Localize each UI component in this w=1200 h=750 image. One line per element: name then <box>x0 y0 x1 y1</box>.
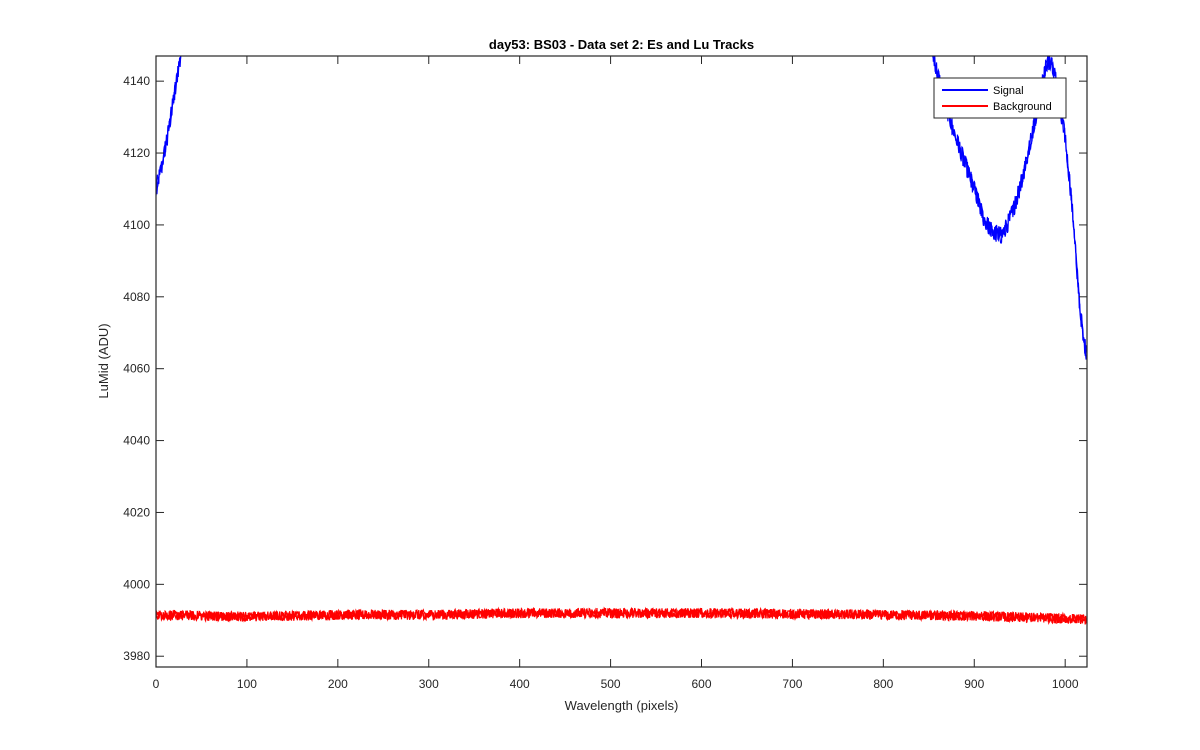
x-tick-label: 200 <box>328 677 348 691</box>
series-line-signal <box>156 56 182 196</box>
y-tick-label: 4040 <box>123 434 150 448</box>
legend-box <box>933 77 1067 119</box>
x-axis-label: Wavelength (pixels) <box>565 698 679 713</box>
x-tick-label: 800 <box>873 677 893 691</box>
y-axis-label: LuMid (ADU) <box>96 323 111 398</box>
ticks-layer: 0 100 200 300 400 500 600 700 800 900 1000 3980 4000… <box>123 56 1087 691</box>
x-tick-label: 500 <box>601 677 621 691</box>
y-tick-label: 4000 <box>123 577 150 591</box>
series-line-background <box>156 606 1087 625</box>
legend-signal-label: Signal <box>993 85 1024 97</box>
x-tick-label: 0 <box>153 677 160 691</box>
y-tick-label: 3980 <box>123 649 150 663</box>
axes-box <box>155 55 1088 668</box>
legend: Signal Background <box>933 77 1067 119</box>
plot-area <box>156 56 1087 667</box>
y-tick-label: 4140 <box>123 74 150 88</box>
x-tick-label: 900 <box>964 677 984 691</box>
x-tick-label: 100 <box>237 677 257 691</box>
x-tick-label: 400 <box>510 677 530 691</box>
x-tick-label: 600 <box>691 677 711 691</box>
y-tick-label: 4020 <box>123 505 150 519</box>
legend-background-label: Background <box>993 101 1052 113</box>
y-tick-label: 4100 <box>123 218 150 232</box>
y-tick-label: 4080 <box>123 290 150 304</box>
x-tick-label: 700 <box>782 677 802 691</box>
y-tick-label: 4060 <box>123 362 150 376</box>
x-tick-label: 1000 <box>1052 677 1079 691</box>
x-tick-label: 300 <box>419 677 439 691</box>
y-tick-label: 4120 <box>123 146 150 160</box>
chart-title: day53: BS03 - Data set 2: Es and Lu Trac… <box>489 37 754 52</box>
